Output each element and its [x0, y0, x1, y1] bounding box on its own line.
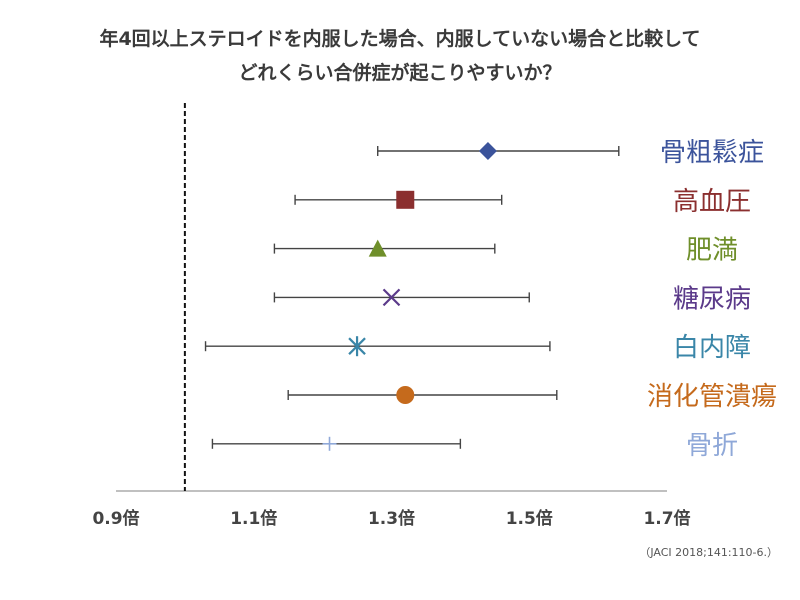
title-line-1: 年4回以上ステロイドを内服した場合、内服していない場合と比較して [99, 28, 701, 50]
point-marker [368, 239, 387, 257]
series-label: 消化管潰瘍 [647, 382, 777, 412]
series-label: 骨折 [686, 431, 738, 461]
series-label: 肥満 [686, 236, 738, 266]
x-tick-label: 0.9倍 [92, 508, 139, 529]
title-line-2: どれくらい合併症が起こりやすいか？ [238, 62, 562, 84]
x-tick-label: 1.7倍 [643, 508, 690, 529]
source-citation: （JACI 2018;141:110-6.） [639, 546, 778, 559]
point-marker [396, 190, 415, 209]
series-label: 白内障 [673, 333, 751, 363]
x-tick-label: 1.1倍 [230, 508, 277, 529]
series-label: 糖尿病 [673, 284, 751, 314]
x-tick-label: 1.3倍 [368, 508, 415, 529]
point-marker [478, 142, 497, 160]
series-label: 高血圧 [673, 187, 751, 217]
point-marker [382, 288, 401, 307]
chart-title: 年4回以上ステロイドを内服した場合、内服していない場合と比較して どれくらい合併… [0, 22, 800, 90]
x-tick-label: 1.5倍 [506, 508, 553, 529]
series-label: 骨粗鬆症 [660, 138, 764, 168]
point-marker [396, 386, 415, 404]
